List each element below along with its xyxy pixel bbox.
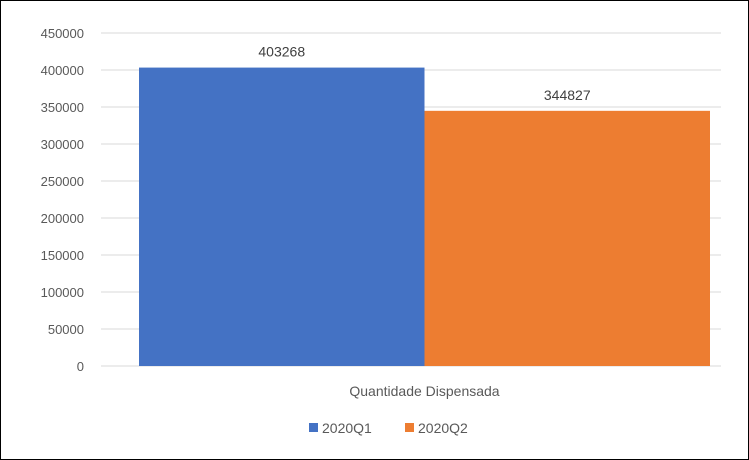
y-tick-label: 300000	[41, 137, 84, 152]
y-tick-label: 50000	[48, 322, 84, 337]
legend-label: 2020Q1	[322, 420, 372, 436]
legend-swatch-2020Q2	[405, 423, 414, 432]
bar-2020Q1	[139, 67, 425, 367]
data-label: 403268	[258, 44, 305, 60]
y-tick-label: 150000	[41, 248, 84, 263]
y-tick-label: 350000	[41, 100, 84, 115]
data-label: 344827	[544, 87, 591, 103]
legend-swatch-2020Q1	[309, 423, 318, 432]
x-category-label: Quantidade Dispensada	[349, 383, 499, 399]
legend-label: 2020Q2	[418, 420, 468, 436]
y-tick-label: 200000	[41, 211, 84, 226]
y-tick-label: 250000	[41, 174, 84, 189]
y-tick-label: 100000	[41, 285, 84, 300]
y-tick-label: 400000	[41, 63, 84, 78]
y-tick-label: 0	[77, 359, 84, 374]
y-tick-label: 450000	[41, 26, 84, 41]
bar-2020Q2	[424, 110, 710, 366]
